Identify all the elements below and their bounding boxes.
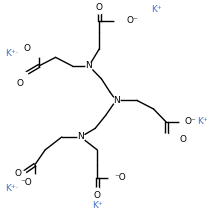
Text: ⁻O: ⁻O <box>21 178 32 187</box>
Text: O: O <box>17 79 24 88</box>
Text: N: N <box>86 61 92 70</box>
Text: O: O <box>94 191 101 200</box>
Text: O⁻: O⁻ <box>185 118 197 126</box>
Text: O: O <box>24 44 31 53</box>
Text: K⁺: K⁺ <box>152 5 162 15</box>
Text: O: O <box>179 135 186 144</box>
Text: K⁺·: K⁺· <box>6 49 19 58</box>
Text: O: O <box>96 3 103 12</box>
Text: N: N <box>77 133 84 141</box>
Text: K⁺: K⁺ <box>197 118 208 126</box>
Text: K⁺: K⁺ <box>92 201 103 210</box>
Text: O⁻: O⁻ <box>127 16 138 25</box>
Text: N: N <box>113 96 119 105</box>
Text: ⁻O: ⁻O <box>114 173 126 182</box>
Text: K⁺·: K⁺· <box>6 184 19 193</box>
Text: O: O <box>15 169 22 178</box>
